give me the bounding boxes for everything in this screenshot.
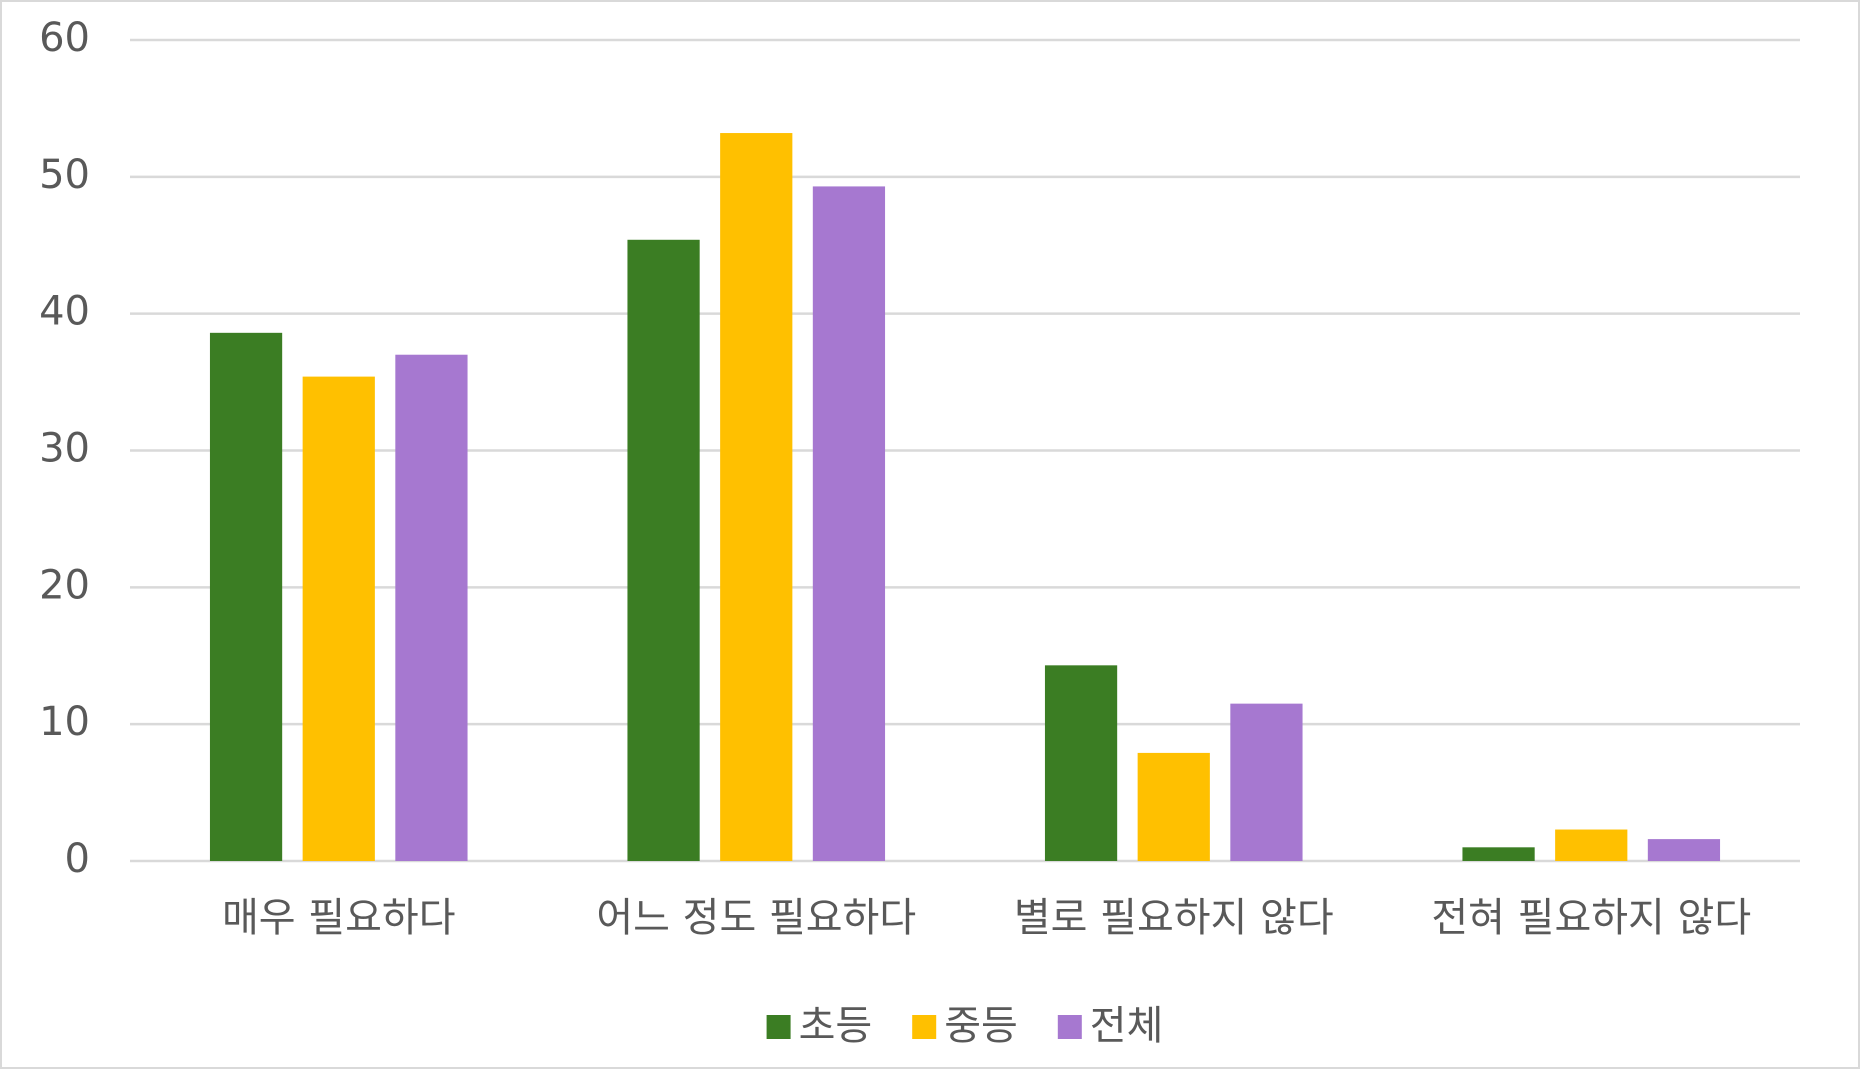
y-tick-label: 40: [39, 289, 90, 335]
bar: [1462, 847, 1535, 861]
x-tick-label: 매우 필요하다: [222, 895, 456, 941]
x-tick-label: 별로 필요하지 않다: [1014, 895, 1334, 941]
y-tick-label: 20: [39, 562, 90, 608]
bar: [627, 239, 700, 861]
bar: [1555, 829, 1628, 861]
bar: [395, 354, 468, 861]
y-tick-label: 50: [39, 152, 90, 198]
legend-label: 중등: [944, 1003, 1018, 1049]
bar: [302, 376, 375, 861]
y-tick-label: 10: [39, 699, 90, 745]
bar: [209, 332, 283, 861]
bar: [720, 133, 793, 862]
y-tick-label: 30: [39, 426, 90, 472]
legend-swatch: [766, 1015, 791, 1039]
legend-swatch: [1057, 1015, 1082, 1039]
bar: [1044, 665, 1118, 861]
x-tick-label: 전혀 필요하지 않다: [1431, 895, 1751, 941]
x-tick-label: 어느 정도 필요하다: [596, 895, 916, 941]
bar: [1137, 752, 1210, 861]
legend-swatch: [912, 1015, 937, 1039]
bar: [1230, 703, 1303, 861]
y-tick-label: 60: [39, 15, 90, 61]
y-tick-label: 0: [65, 836, 90, 882]
legend-label: 전체: [1090, 1003, 1164, 1049]
bar: [1647, 839, 1721, 861]
bar: [812, 186, 886, 861]
legend-label: 초등: [799, 1003, 873, 1049]
